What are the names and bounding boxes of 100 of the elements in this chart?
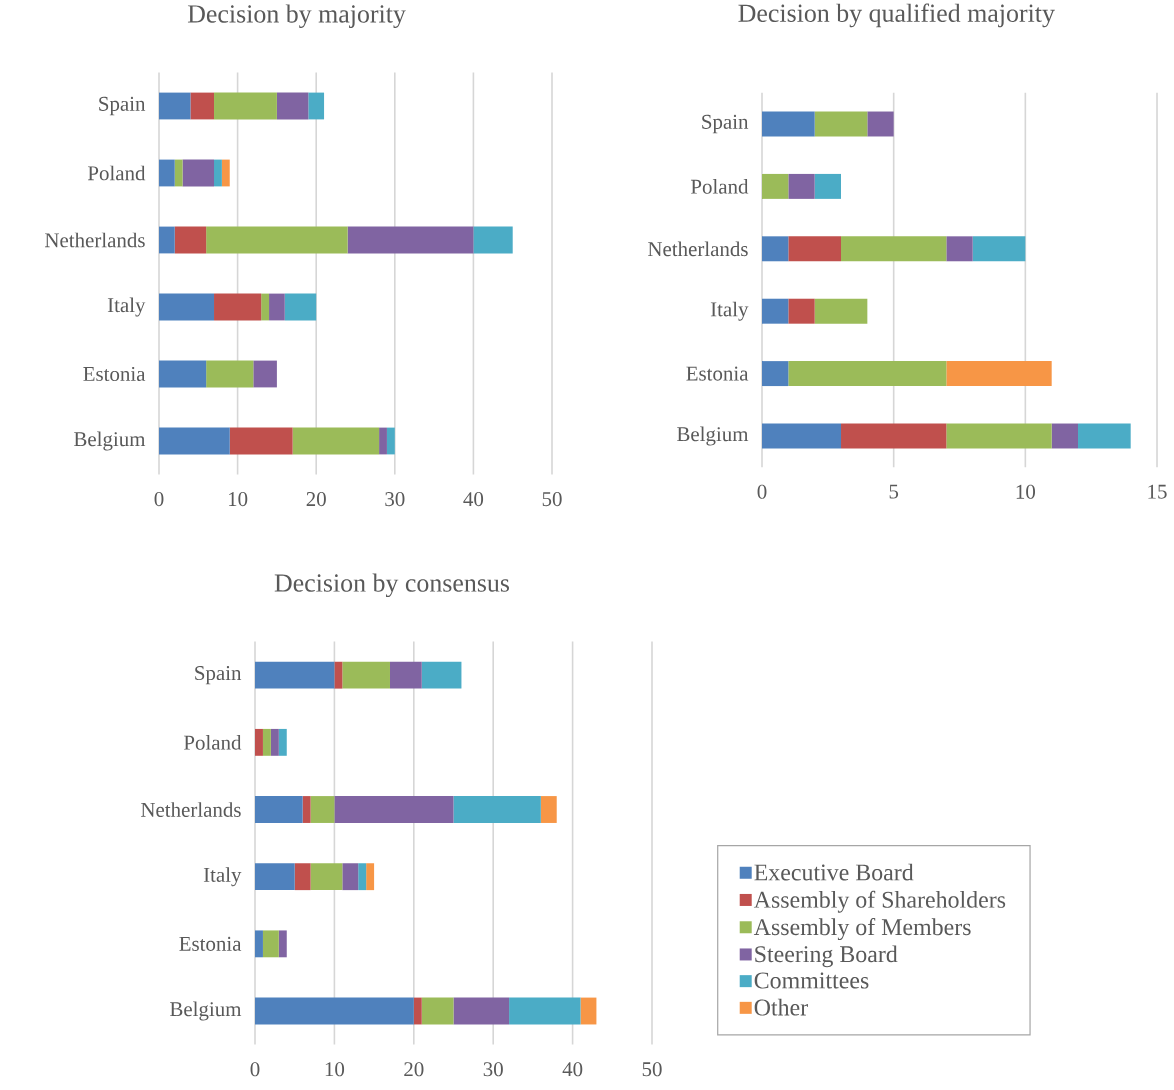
y-tick-label: Belgium xyxy=(74,431,146,451)
bar xyxy=(174,226,207,254)
legend-label: Committees xyxy=(754,972,869,989)
y-tick-label: Estonia xyxy=(686,366,749,381)
bar xyxy=(214,293,262,321)
bar xyxy=(310,863,343,891)
bar xyxy=(580,997,597,1025)
bar xyxy=(762,298,789,324)
bar xyxy=(762,423,842,449)
y-tick-label: Belgium xyxy=(677,426,749,446)
bar xyxy=(814,298,868,324)
bar xyxy=(159,427,230,455)
bar xyxy=(453,796,541,823)
bar xyxy=(174,159,183,187)
bar xyxy=(788,361,947,387)
x-tick-label: 0 xyxy=(250,1062,260,1077)
bar xyxy=(229,427,293,455)
bar xyxy=(342,661,390,689)
bar xyxy=(946,361,1052,387)
bar xyxy=(867,111,894,137)
x-tick-label: 40 xyxy=(463,492,484,507)
x-tick-label: 15 xyxy=(1148,484,1167,499)
bar xyxy=(379,427,387,455)
bar xyxy=(788,298,815,324)
bar xyxy=(270,728,279,756)
bar xyxy=(1078,423,1131,449)
bar xyxy=(214,92,277,120)
x-tick-label: 20 xyxy=(306,492,326,507)
legend-label: Steering Board xyxy=(755,945,898,968)
y-tick-label: Spain xyxy=(195,666,242,685)
bar xyxy=(221,159,230,187)
bar xyxy=(255,796,303,823)
bar xyxy=(509,997,581,1025)
bar xyxy=(255,997,414,1025)
bar xyxy=(206,226,348,254)
bar xyxy=(334,796,454,823)
x-tick-label: 50 xyxy=(542,492,562,507)
legend-label: Executive Board xyxy=(754,863,914,881)
y-tick-label: Belgium xyxy=(170,1001,242,1021)
bar xyxy=(159,92,191,120)
bar xyxy=(308,92,325,120)
bar xyxy=(841,236,947,262)
bar xyxy=(366,863,375,891)
bar xyxy=(159,293,215,321)
bar xyxy=(159,226,175,254)
bar xyxy=(262,728,271,756)
legend-label: Assembly of Shareholders xyxy=(753,890,1006,913)
bar xyxy=(310,796,335,823)
bar xyxy=(946,423,1052,449)
bar xyxy=(473,226,513,254)
y-tick-label: Netherlands xyxy=(141,802,241,817)
bar xyxy=(255,930,263,958)
x-tick-label: 40 xyxy=(562,1062,583,1077)
y-tick-label: Spain xyxy=(702,114,749,134)
y-tick-label: Spain xyxy=(99,96,146,116)
bar xyxy=(278,930,287,958)
bar xyxy=(278,728,287,756)
bar xyxy=(292,427,380,455)
y-tick-label: Poland xyxy=(690,179,749,194)
bar xyxy=(261,293,270,321)
chart-title: Decision by consensus xyxy=(274,573,509,598)
y-tick-label: Poland xyxy=(87,165,146,181)
bar xyxy=(284,293,317,321)
bar xyxy=(302,796,311,823)
bar xyxy=(342,863,359,891)
y-tick-label: Estonia xyxy=(83,366,146,382)
bar xyxy=(762,111,815,137)
bar xyxy=(182,159,215,187)
y-tick-label: Estonia xyxy=(179,936,242,951)
y-tick-label: Italy xyxy=(203,867,242,887)
bar xyxy=(358,863,367,891)
bar xyxy=(413,997,422,1025)
bar xyxy=(946,236,973,262)
bar xyxy=(421,661,462,689)
chart-title: Decision by majority xyxy=(187,4,406,29)
legend-label: Assembly of Members xyxy=(753,918,971,941)
bar xyxy=(255,863,295,891)
bar xyxy=(206,360,254,388)
x-tick-label: 5 xyxy=(889,484,899,499)
x-tick-label: 10 xyxy=(228,492,248,507)
bar xyxy=(262,930,279,958)
x-tick-label: 0 xyxy=(757,484,767,499)
bar xyxy=(841,423,947,449)
bar xyxy=(255,661,335,689)
bar xyxy=(762,236,789,262)
bar xyxy=(1051,423,1079,449)
y-tick-label: Italy xyxy=(107,297,146,317)
y-tick-label: Poland xyxy=(183,734,242,750)
bar xyxy=(276,92,309,120)
bar xyxy=(762,173,789,199)
y-tick-label: Netherlands xyxy=(45,232,145,248)
chart-title: Decision by qualified majority xyxy=(738,3,1055,28)
x-tick-label: 30 xyxy=(385,492,405,507)
bar xyxy=(389,661,422,689)
bar xyxy=(159,159,175,187)
bar xyxy=(386,427,395,455)
bar xyxy=(540,796,557,823)
bar xyxy=(453,997,510,1025)
x-tick-label: 10 xyxy=(1016,484,1036,499)
bar xyxy=(762,361,789,387)
